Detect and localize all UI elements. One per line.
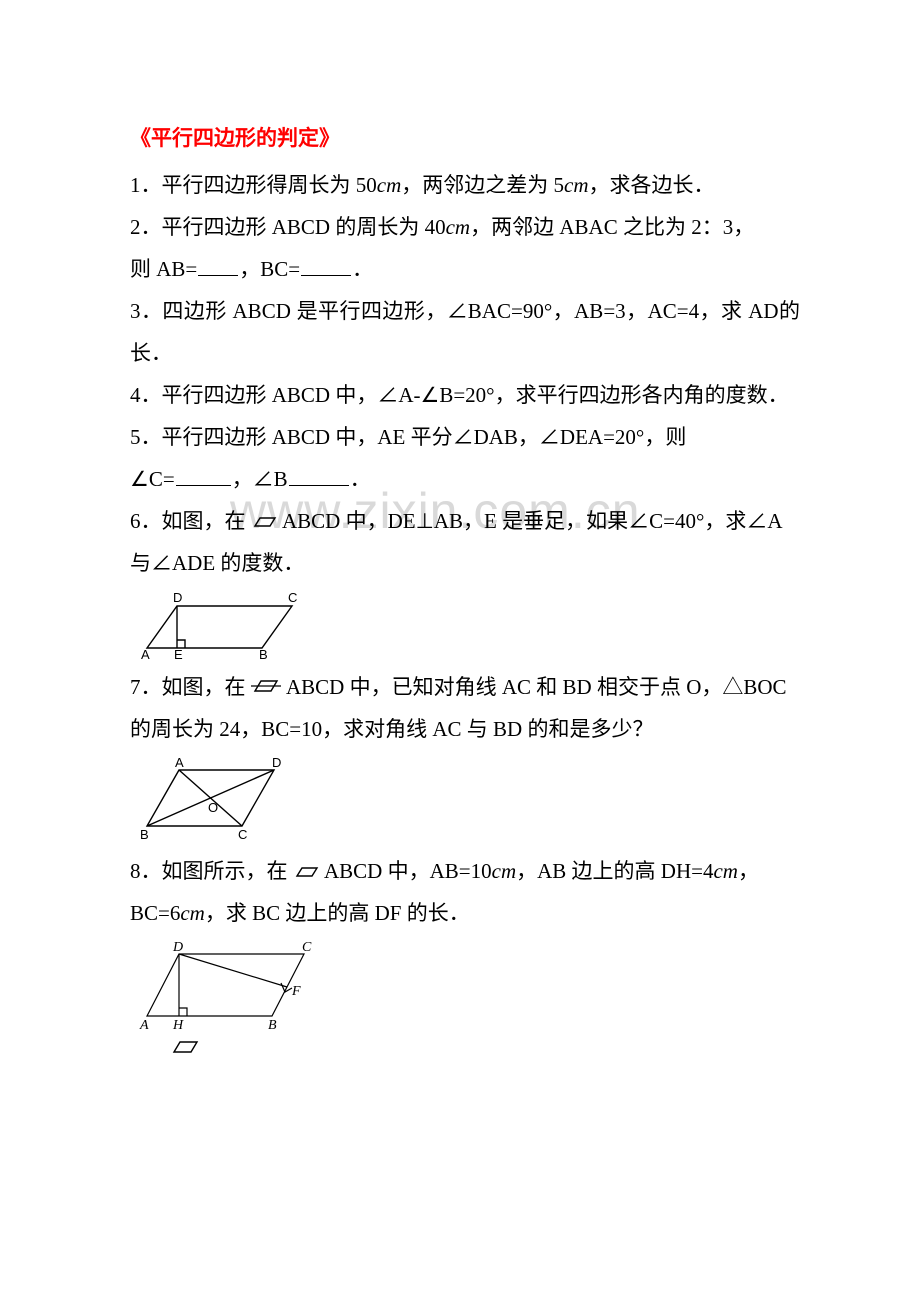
problem-6: 6．如图，在 ABCD 中，DE⊥AB，E 是垂足，如果∠C=40°，求∠A [130,500,800,542]
parallelogram-symbol-icon [251,515,277,529]
blank-ab [198,254,238,276]
problem-5-text-d: ． [350,467,371,491]
svg-text:O: O [208,800,218,815]
svg-text:D: D [172,940,183,955]
problem-1: 1．平行四边形得周长为 50cm，两邻边之差为 5cm，求各边长． [130,164,800,206]
problem-2: 2．平行四边形 ABCD 的周长为 40cm，两邻边 ABAC 之比为 2：3， [130,206,800,248]
problem-8: 8．如图所示，在 ABCD 中，AB=10cm，AB 边上的高 DH=4cm， [130,850,800,892]
problem-1-unit-a: cm [377,173,402,197]
parallelogram-symbol-strike-icon [251,677,281,695]
problem-7-text-b: ABCD 中，已知对角线 AC 和 BD 相交于点 O，△BOC [286,675,787,699]
svg-text:B: B [140,827,149,842]
problem-2-text-e: ． [352,257,373,281]
svg-text:F: F [291,984,301,999]
problem-1-text-a: 1．平行四边形得周长为 50 [130,173,377,197]
svg-text:B: B [268,1018,277,1033]
problem-3: 3．四边形 ABCD 是平行四边形，∠BAC=90°，AB=3，AC=4，求 A… [130,290,800,374]
problem-8-line2: BC=6cm，求 BC 边上的高 DF 的长． [130,892,800,934]
blank-angle-c [176,464,231,486]
problem-5-text-b: ∠C= [130,467,175,491]
problem-2-text-c: 则 AB= [130,257,197,281]
svg-text:D: D [272,756,281,770]
svg-text:C: C [238,827,247,842]
problem-8-text-f: ，求 BC 边上的高 DF 的长． [205,901,470,925]
problem-8-text-b: ABCD 中，AB=10 [324,859,492,883]
figure-8: D C A H B F [134,940,800,1035]
problem-2-text-d: ，BC= [239,257,300,281]
page: www.zixin.com.cn 《平行四边形的判定》 1．平行四边形得周长为 … [0,0,920,1302]
problem-7: 7．如图，在 ABCD 中，已知对角线 AC 和 BD 相交于点 O，△BOC [130,666,800,708]
problem-7-text-a: 7．如图，在 [130,675,246,699]
figure-8-svg: D C A H B F [134,940,324,1035]
problem-8-unit-a: cm [492,859,517,883]
problem-2-unit: cm [446,215,471,239]
problem-4: 4．平行四边形 ABCD 中，∠A-∠B=20°，求平行四边形各内角的度数． [130,374,800,416]
problem-8-text-d: ， [738,859,759,883]
figure-6: A E B D C [134,590,800,660]
svg-text:A: A [175,756,184,770]
problem-5: 5．平行四边形 ABCD 中，AE 平分∠DAB，∠DEA=20°，则 [130,416,800,458]
problem-5-text-c: ，∠B [232,467,288,491]
figure-7-svg: A D B C O [134,756,294,844]
problem-8-text-e: BC=6 [130,901,180,925]
problem-1-text-b: ，两邻边之差为 5 [401,173,564,197]
problem-8-text-a: 8．如图所示，在 [130,859,288,883]
blank-bc [301,254,351,276]
svg-text:B: B [259,647,268,660]
problem-6-line2: 与∠ADE 的度数． [130,542,800,584]
svg-text:E: E [174,647,183,660]
svg-text:D: D [173,590,182,605]
problem-2-text-a: 2．平行四边形 ABCD 的周长为 40 [130,215,446,239]
problem-1-text-c: ，求各边长． [589,173,715,197]
content-block: 《平行四边形的判定》 1．平行四边形得周长为 50cm，两邻边之差为 5cm，求… [130,118,800,1055]
svg-text:A: A [139,1018,149,1033]
svg-text:H: H [172,1018,184,1033]
blank-angle-b [289,464,349,486]
problem-5-text-a: 5．平行四边形 ABCD 中，AE 平分∠DAB，∠DEA=20°，则 [130,425,686,449]
parallelogram-symbol-icon-2 [293,865,319,879]
svg-text:A: A [141,647,150,660]
problem-1-unit-b: cm [564,173,589,197]
problem-6-text-b: ABCD 中，DE⊥AB，E 是垂足，如果∠C=40°，求∠A [282,509,783,533]
problem-8-unit-c: cm [180,901,205,925]
problem-2-text-b: ，两邻边 ABAC 之比为 2：3， [470,215,754,239]
svg-text:C: C [302,940,312,955]
problem-5-line2: ∠C= ，∠B ． [130,458,800,500]
figure-6-svg: A E B D C [134,590,304,660]
svg-text:C: C [288,590,297,605]
trailing-parallelogram-icon [170,1039,800,1055]
figure-7: A D B C O [134,756,800,844]
problem-7-line2: 的周长为 24，BC=10，求对角线 AC 与 BD 的和是多少？ [130,708,800,750]
problem-8-unit-b: cm [713,859,738,883]
problem-6-text-a: 6．如图，在 [130,509,246,533]
problem-2-line2: 则 AB= ，BC= ． [130,248,800,290]
problem-8-text-c: ，AB 边上的高 DH=4 [516,859,713,883]
document-title: 《平行四边形的判定》 [130,118,800,160]
